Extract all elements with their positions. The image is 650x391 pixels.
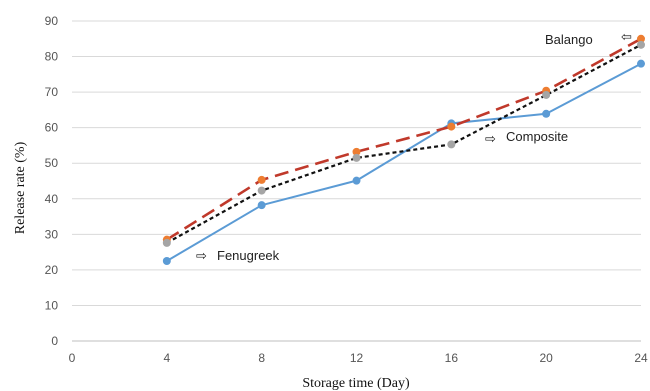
series-lines [166,37,642,262]
composite-point [542,90,551,99]
balango-point [257,175,266,184]
balango-point [447,122,456,131]
composite-arrow-icon: ⇨ [485,132,496,147]
balango-arrow-icon: ⇦ [621,30,632,45]
fenugreek-point [637,59,645,68]
gridlines [72,20,641,306]
x-axis-title: Storage time (Day) [302,376,410,391]
y-tick-label: 10 [45,298,59,312]
y-tick-label: 50 [45,156,59,170]
x-tick-label: 16 [445,351,459,365]
composite-point [352,153,361,162]
y-tick-label: 0 [51,334,58,348]
y-axis-title: Release rate (%) [13,141,28,234]
y-tick-label: 30 [45,227,59,241]
balango-label: Balango [545,32,593,47]
fenugreek-line [166,62,642,262]
y-tick-label: 60 [45,121,59,135]
x-tick-label: 24 [634,351,648,365]
composite-label: Composite [506,129,568,144]
fenugreek-label: Fenugreek [217,248,280,263]
balango-point [637,34,645,43]
y-tick-labels: 0 10 20 30 40 50 60 70 80 90 [45,14,59,348]
x-tick-label: 12 [350,351,364,365]
y-tick-label: 80 [45,50,59,64]
composite-point [257,186,266,195]
fenugreek-point [162,257,171,265]
x-tick-label: 4 [163,351,170,365]
fenugreek-point [542,109,551,118]
balango-point [352,147,361,156]
x-tick-labels: 0 4 8 12 16 20 24 [69,351,648,365]
fenugreek-arrow-icon: ⇨ [196,249,207,264]
y-tick-label: 70 [45,85,59,99]
balango-line [166,37,642,241]
series-markers [162,34,645,265]
fenugreek-point [352,176,361,185]
y-tick-label: 40 [45,192,59,206]
y-tick-label: 20 [45,263,59,277]
composite-point [447,140,456,149]
x-tick-label: 20 [539,351,553,365]
composite-line [166,43,642,244]
composite-point [162,238,171,247]
x-tick-label: 8 [258,351,265,365]
fenugreek-point [257,201,266,210]
x-tick-label: 0 [69,351,76,365]
y-tick-label: 90 [45,14,59,28]
composite-point [637,40,645,49]
